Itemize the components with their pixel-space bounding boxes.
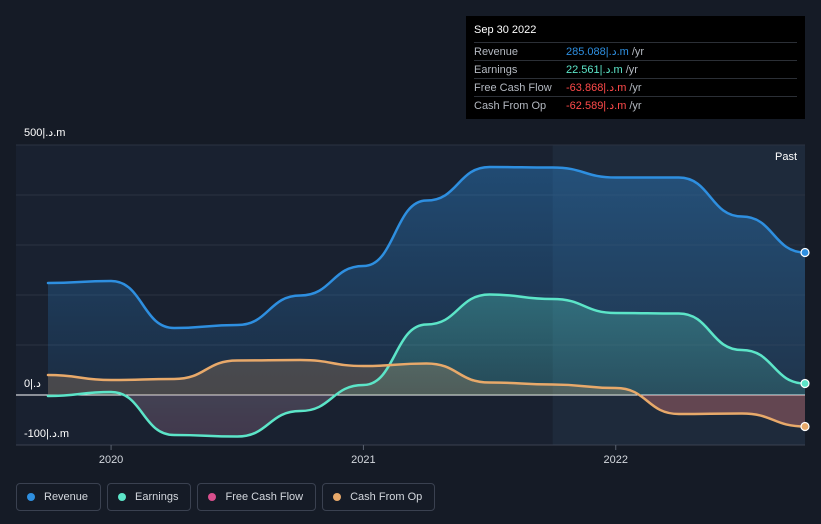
legend-label: Cash From Op (350, 491, 423, 503)
tooltip-label: Earnings (474, 63, 518, 76)
legend-item-cash-from-op[interactable]: Cash From Op (322, 483, 436, 511)
earnings-negative-area (48, 395, 805, 437)
tooltip-unit: /yr (629, 99, 642, 112)
tooltip-row-free-cash-flow: Free Cash Flow -63.868|.د.m /yr (474, 78, 797, 96)
cash-from-op-line (46, 358, 807, 428)
x-tick-label: 2020 (99, 454, 123, 466)
cash-from-op-negative-area (48, 395, 805, 427)
legend-label: Revenue (44, 491, 89, 503)
cash-from-op-end-point (800, 421, 810, 432)
revenue-end-point (800, 247, 810, 258)
tooltip-value: 285.088|.د.m (566, 46, 629, 58)
tooltip-panel: Sep 30 2022 Revenue 285.088|.د.m /yr Ear… (466, 16, 805, 119)
legend-dot-icon (27, 493, 35, 501)
x-tick-label: 2022 (604, 454, 628, 466)
earnings-line (46, 293, 807, 438)
legend-dot-icon (118, 493, 127, 501)
tooltip-unit: /yr (625, 63, 638, 76)
tooltip-value: -62.589|.د.m (566, 100, 627, 112)
legend-dot-icon (333, 493, 342, 501)
past-label: Past (775, 151, 797, 163)
tooltip-label: Cash From Op (474, 99, 547, 112)
earnings-end-point (800, 378, 810, 389)
cash-from-op-area (48, 360, 805, 427)
tooltip-label: Revenue (474, 45, 519, 58)
tooltip-row-cash-from-op: Cash From Op -62.589|.د.m /yr (474, 96, 797, 114)
earnings-area (48, 294, 805, 437)
legend-dot-icon (208, 493, 217, 501)
legend-item-free-cash-flow[interactable]: Free Cash Flow (197, 483, 317, 511)
legend-item-revenue[interactable]: Revenue (16, 483, 102, 511)
tooltip-unit: /yr (631, 45, 645, 58)
tooltip-unit: /yr (629, 81, 642, 94)
legend-label: Earnings (135, 491, 179, 503)
tooltip-value: 22.561|.د.m (566, 64, 623, 76)
y-tick-label-bottom: -100|.د.m (24, 428, 69, 440)
tooltip-row-revenue: Revenue 285.088|.د.m /yr (474, 42, 797, 60)
tooltip-value: -63.868|.د.m (566, 82, 627, 94)
tooltip-date: Sep 30 2022 (474, 24, 537, 36)
tooltip-label: Free Cash Flow (474, 81, 552, 94)
y-tick-label-zero: 0|.د (24, 378, 41, 390)
legend-item-earnings[interactable]: Earnings (107, 483, 192, 511)
legend-label: Free Cash Flow (225, 491, 304, 503)
y-tick-label-top: 500|.د.m (24, 127, 65, 139)
legend: Revenue Earnings Free Cash Flow Cash Fro… (16, 483, 436, 511)
revenue-line (46, 165, 807, 330)
tooltip-row-earnings: Earnings 22.561|.د.m /yr (474, 60, 797, 78)
x-tick-label: 2021 (351, 454, 375, 466)
